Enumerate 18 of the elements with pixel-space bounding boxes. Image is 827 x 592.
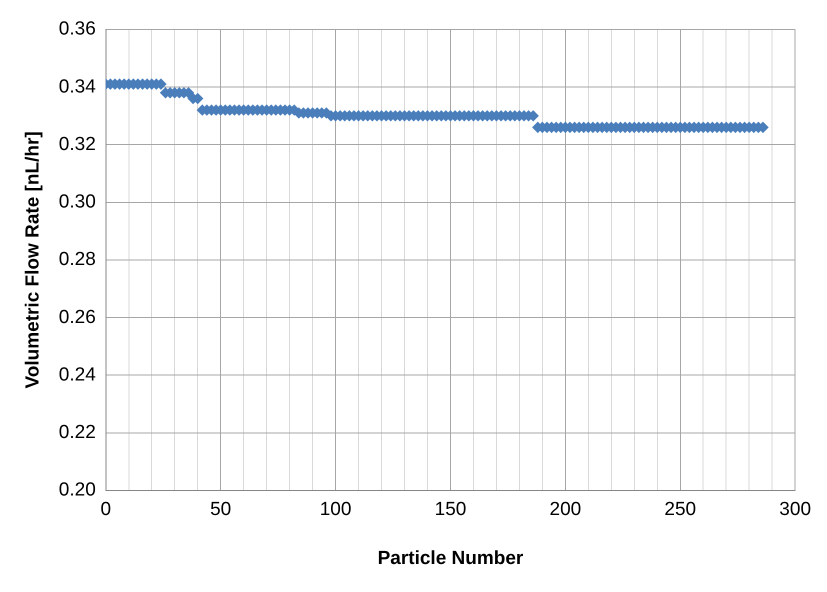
x-tick-label: 300	[779, 499, 811, 520]
y-tick-label: 0.34	[58, 76, 96, 98]
y-axis-title: Volumetric Flow Rate [nL/hr]	[22, 131, 44, 389]
x-tick-label: 250	[664, 499, 696, 520]
x-tick-label: 50	[210, 499, 232, 520]
x-axis-title: Particle Number	[378, 548, 524, 569]
y-tick-label: 0.32	[58, 134, 96, 155]
x-tick-label: 150	[434, 499, 466, 520]
x-tick-label: 0	[100, 499, 112, 520]
x-tick-label: 200	[550, 499, 582, 520]
y-tick-label: 0.26	[58, 306, 96, 328]
y-tick-label: 0.30	[58, 192, 96, 213]
y-tick-label: 0.20	[58, 480, 96, 501]
y-tick-label: 0.22	[58, 422, 96, 444]
y-tick-label: 0.28	[58, 249, 96, 270]
y-tick-label: 0.36	[58, 18, 96, 40]
x-tick-label: 100	[320, 499, 352, 520]
y-tick-label: 0.24	[58, 364, 96, 386]
